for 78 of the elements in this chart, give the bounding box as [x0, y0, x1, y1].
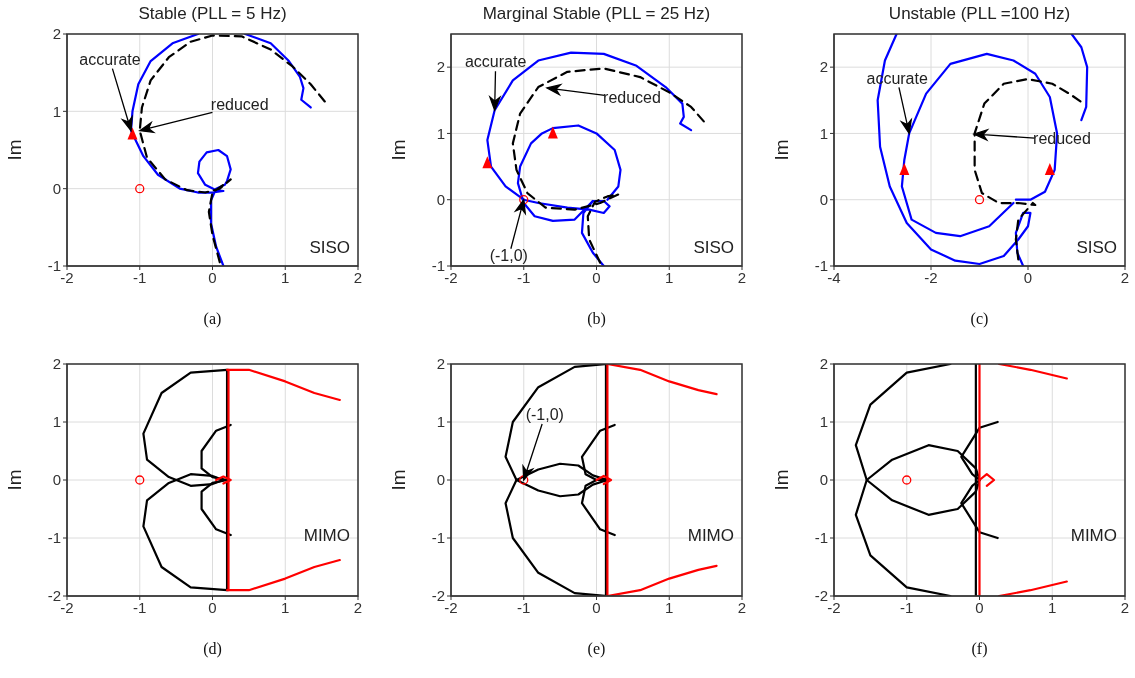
y-tick-label: -1	[814, 257, 828, 275]
x-tick-label: 0	[592, 268, 601, 286]
chart-title: Unstable (PLL =100 Hz)	[887, 4, 1072, 24]
y-axis-title: Im	[2, 139, 26, 161]
y-tick-label: 0	[52, 179, 61, 197]
y-tick-label: 2	[819, 58, 828, 76]
text: (d)	[202, 640, 223, 658]
annotation: accurate	[464, 53, 527, 71]
x-tick-label: 0	[208, 268, 217, 286]
x-tick-label: 2	[353, 598, 363, 616]
text: (f)	[970, 640, 989, 658]
text: (e)	[586, 640, 607, 658]
y-tick-label: -1	[431, 529, 445, 547]
annotation: (-1,0)	[489, 246, 528, 264]
y-axis-title: Im	[769, 139, 793, 161]
y-tick-label: 0	[819, 471, 828, 489]
y-axis-title: Im	[386, 469, 410, 491]
y-tick-label: 2	[52, 25, 61, 43]
annotation: SISO	[309, 238, 350, 258]
x-tick-label: 2	[737, 598, 747, 616]
y-tick-label: 2	[436, 58, 445, 76]
y-tick-label: 2	[436, 355, 445, 373]
y-tick-label: -2	[814, 587, 828, 605]
chart-title: Stable (PLL = 5 Hz)	[137, 4, 288, 24]
y-tick-label: 1	[436, 413, 445, 431]
y-tick-label: 1	[52, 102, 61, 120]
x-tick-label: 2	[1120, 268, 1130, 286]
annotation: reduced	[603, 89, 661, 107]
text: (b)	[586, 310, 607, 328]
x-tick-label: 1	[281, 598, 290, 616]
x-tick-label: -1	[517, 268, 531, 286]
y-axis-title: Im	[2, 469, 26, 491]
y-tick-label: 1	[819, 413, 828, 431]
annotation: SISO	[693, 238, 734, 258]
x-tick-label: 0	[592, 598, 601, 616]
y-tick-label: -1	[431, 257, 445, 275]
x-tick-label: 0	[975, 598, 984, 616]
x-tick-label: 0	[208, 598, 217, 616]
y-tick-label: 1	[819, 124, 828, 142]
x-tick-label: 2	[1120, 598, 1130, 616]
annotation: reduced	[210, 95, 269, 113]
y-tick-label: -1	[814, 529, 828, 547]
text: (c)	[969, 310, 990, 328]
x-tick-label: -2	[924, 268, 938, 286]
x-tick-label: -1	[900, 598, 914, 616]
y-tick-label: 2	[819, 355, 828, 373]
x-tick-label: 1	[1048, 598, 1057, 616]
x-tick-label: -4	[827, 268, 841, 286]
y-tick-label: -2	[431, 587, 445, 605]
annotation: accurate	[79, 50, 141, 68]
x-tick-label: -1	[133, 268, 147, 286]
x-tick-label: 2	[353, 268, 363, 286]
y-tick-label: 2	[52, 355, 61, 373]
annotation: MIMO	[303, 526, 350, 546]
x-tick-label: 1	[665, 268, 674, 286]
y-tick-label: -2	[47, 587, 61, 605]
x-tick-label: 1	[665, 598, 674, 616]
y-tick-label: 0	[436, 191, 445, 209]
y-tick-label: 1	[436, 124, 445, 142]
y-axis-title: Im	[386, 139, 410, 161]
y-tick-label: 0	[819, 191, 828, 209]
y-tick-label: 0	[436, 471, 445, 489]
chart-title: Marginal Stable (PLL = 25 Hz)	[481, 4, 712, 24]
annotation: MIMO	[687, 526, 734, 546]
x-tick-label: -1	[517, 598, 531, 616]
y-tick-label: 0	[52, 471, 61, 489]
y-axis-title: Im	[769, 469, 793, 491]
x-tick-label: 2	[737, 268, 747, 286]
text: (a)	[202, 310, 223, 328]
annotation: (-1,0)	[525, 406, 564, 424]
x-tick-label: 1	[281, 268, 290, 286]
annotation: SISO	[1076, 238, 1117, 258]
y-tick-label: 1	[52, 413, 61, 431]
x-tick-label: -1	[133, 598, 147, 616]
annotation: MIMO	[1070, 526, 1117, 546]
y-tick-label: -1	[47, 529, 61, 547]
y-tick-label: -1	[47, 257, 61, 275]
x-tick-label: 0	[1023, 268, 1033, 286]
